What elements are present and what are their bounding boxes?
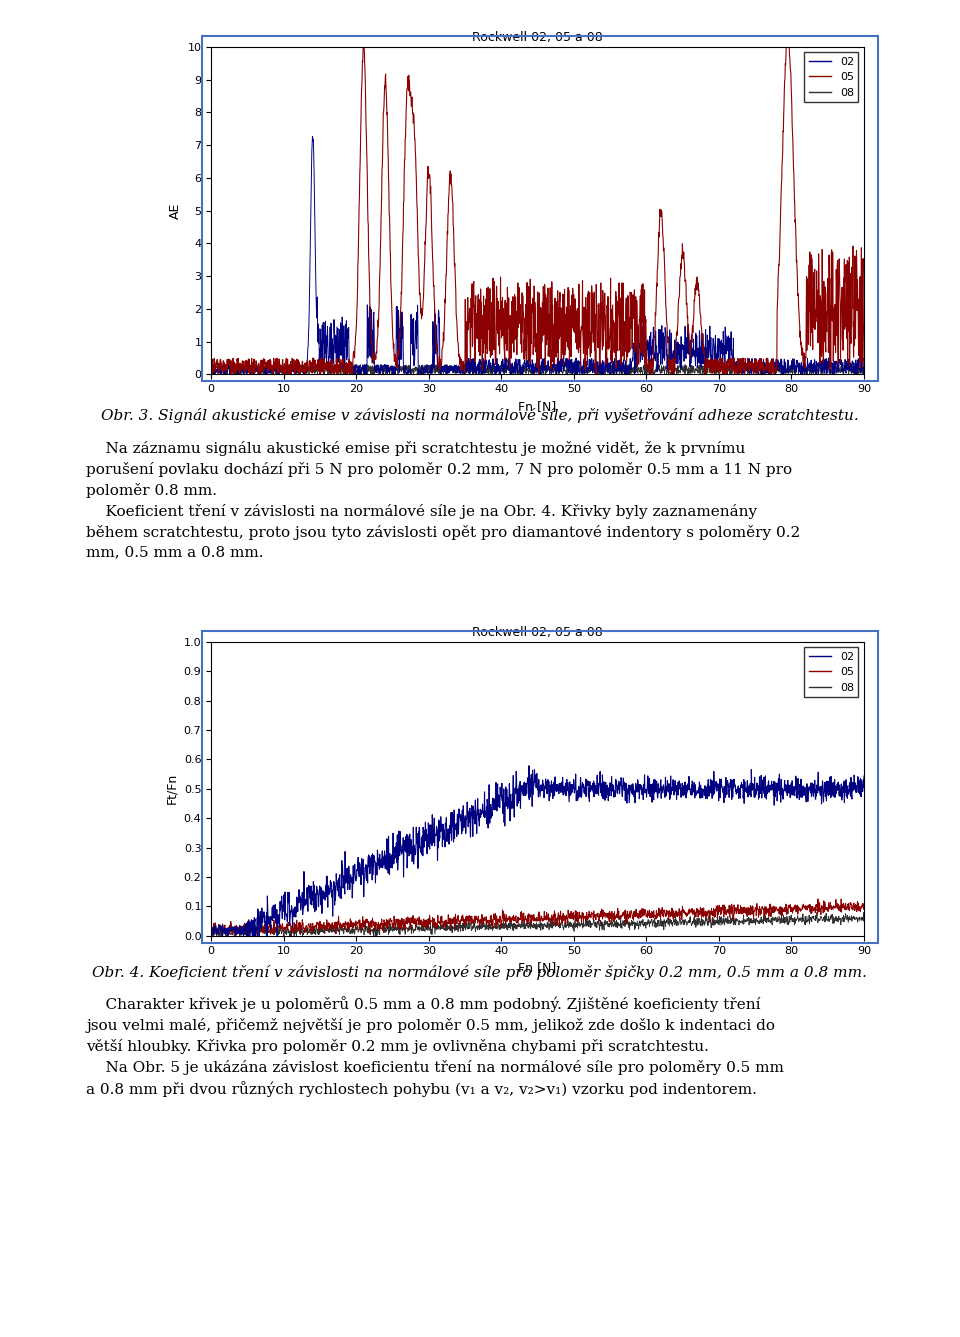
05 xyxy=(720,360,732,376)
Y-axis label: AE: AE xyxy=(169,202,182,219)
Title: Rockwell 02, 05 a 08: Rockwell 02, 05 a 08 xyxy=(472,31,603,44)
05 xyxy=(239,362,251,378)
08 xyxy=(840,905,852,921)
Text: Charakter křivek je u poloměrů 0.5 mm a 0.8 mm podobný. Zjištěné koeficienty tře: Charakter křivek je u poloměrů 0.5 mm a … xyxy=(86,996,784,1098)
Y-axis label: Ft/Fn: Ft/Fn xyxy=(165,773,179,805)
05 xyxy=(506,328,517,344)
X-axis label: Fn [N]: Fn [N] xyxy=(518,400,557,413)
05 xyxy=(523,334,535,350)
05 xyxy=(840,896,852,912)
02 xyxy=(205,362,217,378)
08 xyxy=(506,919,517,935)
02 xyxy=(217,928,228,944)
Line: 08: 08 xyxy=(211,912,864,936)
Text: Obr. 4. Koeficient tření v závislosti na normálové síle pro poloměr špičky 0.2 m: Obr. 4. Koeficient tření v závislosti na… xyxy=(92,965,868,980)
02 xyxy=(840,358,852,374)
05 xyxy=(840,896,852,912)
02 xyxy=(523,758,535,774)
08 xyxy=(239,923,251,939)
X-axis label: Fn [N]: Fn [N] xyxy=(518,961,557,975)
Title: Rockwell 02, 05 a 08: Rockwell 02, 05 a 08 xyxy=(472,626,603,639)
08 xyxy=(840,908,852,924)
05 xyxy=(239,916,251,932)
02 xyxy=(306,128,318,144)
02 xyxy=(595,366,607,382)
08 xyxy=(523,919,535,935)
05 xyxy=(720,898,732,915)
02 xyxy=(720,770,732,786)
08 xyxy=(304,357,316,373)
05 xyxy=(358,39,370,55)
05 xyxy=(840,303,852,320)
Legend: 02, 05, 08: 02, 05, 08 xyxy=(804,647,858,698)
Line: 05: 05 xyxy=(211,898,864,936)
02 xyxy=(523,361,535,377)
02 xyxy=(506,794,517,810)
Line: 02: 02 xyxy=(211,766,864,936)
05 xyxy=(228,928,240,944)
02 xyxy=(840,783,852,800)
Text: Obr. 3. Signál akustické emise v závislosti na normálové síle, při vyšetřování a: Obr. 3. Signál akustické emise v závislo… xyxy=(101,408,859,422)
Line: 08: 08 xyxy=(211,365,864,374)
08 xyxy=(239,362,251,378)
Text: Na záznamu signálu akustické emise při scratchtestu je možné vidět, že k prvnímu: Na záznamu signálu akustické emise při s… xyxy=(86,441,801,560)
05 xyxy=(205,925,217,941)
02 xyxy=(720,328,732,344)
Line: 05: 05 xyxy=(211,47,864,374)
05 xyxy=(205,352,217,368)
05 xyxy=(506,910,517,927)
08 xyxy=(811,904,823,920)
08 xyxy=(720,362,732,378)
08 xyxy=(206,928,218,944)
05 xyxy=(840,318,852,334)
05 xyxy=(812,890,824,906)
05 xyxy=(523,913,535,929)
08 xyxy=(205,925,217,941)
02 xyxy=(840,781,852,797)
05 xyxy=(858,898,870,915)
02 xyxy=(506,365,517,381)
02 xyxy=(205,920,217,936)
05 xyxy=(346,366,357,382)
Line: 02: 02 xyxy=(211,136,864,374)
08 xyxy=(386,366,397,382)
08 xyxy=(523,360,535,376)
02 xyxy=(239,923,251,939)
Legend: 02, 05, 08: 02, 05, 08 xyxy=(804,52,858,103)
08 xyxy=(858,362,870,378)
08 xyxy=(720,913,732,929)
02 xyxy=(239,364,251,380)
02 xyxy=(840,364,852,380)
08 xyxy=(205,357,217,373)
08 xyxy=(840,362,852,378)
05 xyxy=(858,360,870,376)
08 xyxy=(506,365,517,381)
02 xyxy=(858,767,870,783)
02 xyxy=(858,360,870,376)
08 xyxy=(840,361,852,377)
02 xyxy=(523,792,535,808)
08 xyxy=(858,912,870,928)
